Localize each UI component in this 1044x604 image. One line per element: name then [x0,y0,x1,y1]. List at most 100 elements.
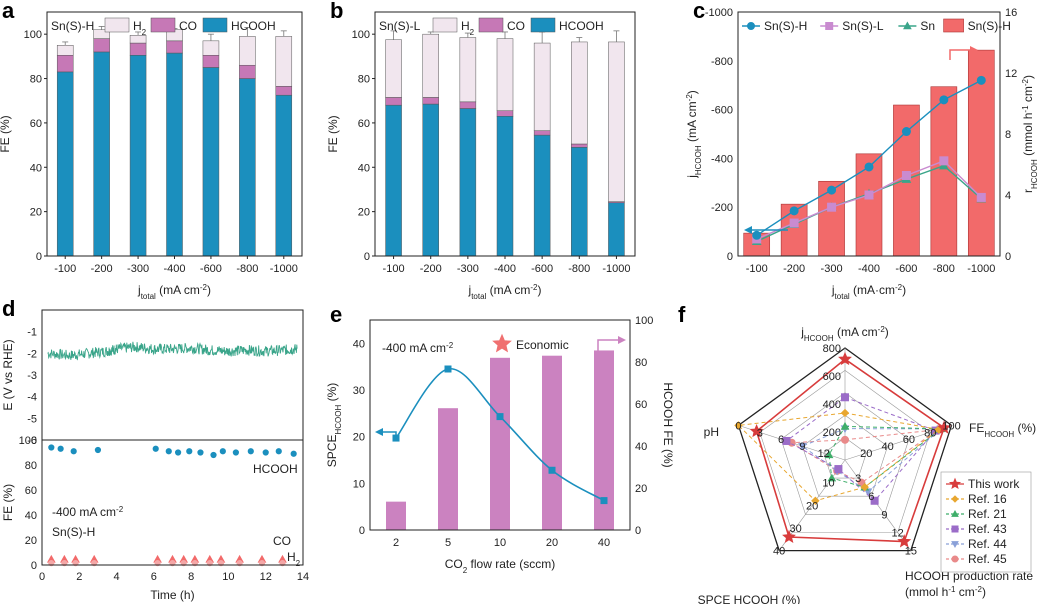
left-axis-arrow [382,431,397,439]
y-tick-label: 60 [25,485,37,497]
data-point [782,529,796,543]
y-tick-label: -1000 [705,7,733,19]
legend-label: H2 [461,19,475,37]
text-run: (mA·cm [850,283,895,297]
radar-tick-label: 20 [806,500,818,512]
legend-title: Sn(S)-L [379,19,421,33]
text-run: cm [1021,86,1035,105]
data-point [275,448,282,455]
potential-trace [47,341,298,361]
bar-hcooh [129,55,147,257]
y2-tick-label: 8 [1005,129,1011,141]
panel-c: -100 -200 -300 -400 -600 -800 -1000 0 -200 -400 -6… [685,7,1039,301]
data-point [976,192,986,202]
data-point [752,230,762,240]
legend-label: Ref. 43 [968,522,1007,536]
data-point [864,190,874,200]
sample-annotation: Sn(S)-H [52,525,95,539]
data-point [897,534,912,548]
data-point [827,202,837,212]
bar-hcooh [239,78,256,257]
bar-co [385,97,402,106]
x-tick-label: 2 [76,571,82,583]
bar-co [496,110,514,117]
text-run: ) [885,325,889,339]
radar-tick-label: 6 [868,491,874,503]
data-point [72,560,79,567]
y-tick-label: 20 [30,207,42,219]
data-point [219,448,226,455]
x-tick-label: -800 [568,263,590,275]
right-axis-arrow [597,339,618,356]
radar-series [737,412,940,502]
text-run: CO [445,557,463,571]
radar-tick-label: 200 [823,427,841,439]
data-point [811,496,820,505]
bar-h2 [571,41,588,145]
data-point [857,478,866,487]
radar-axis-title: (mmol h-1 cm-2) [905,585,986,600]
y2-axis-title: rHCOOH (mmol h-1 cm-2) [1021,75,1039,193]
radar-tick-label: 3 [757,427,763,439]
y-tick-label: -6 [27,435,37,447]
y2-tick-label: 100 [635,315,653,327]
y-tick-label: 100 [19,435,37,447]
x-tick-label: -300 [821,263,843,275]
bar-co [275,86,293,96]
x-tick-label: -600 [895,263,917,275]
bar-hcooh [571,147,588,257]
panel-label: a [2,0,15,23]
text-run: -2 [975,585,983,594]
bar-hcooh [533,134,551,257]
data-point [247,448,254,455]
radar-grid [802,414,888,497]
y-tick-label: 100 [24,29,42,41]
radar-tick-label: 100 [942,420,960,432]
bar-h2 [422,33,439,98]
bar-h2 [385,39,402,98]
radar-axis-title: pH [704,425,719,439]
bar-co [422,97,439,105]
y-tick-label: 40 [25,510,37,522]
radar-tick-label: 800 [823,343,841,355]
x-tick-label: -600 [200,263,222,275]
bar-hcooh [608,202,625,257]
legend-label: Ref. 44 [968,537,1007,551]
data-point [798,442,807,451]
x-tick-label: 6 [151,571,157,583]
data-point [70,448,77,455]
legend-label: Sn(S)-L [842,19,884,33]
x-tick-label: -800 [933,263,955,275]
data-point [169,560,176,567]
x-tick-label: -100 [383,263,405,275]
bar-h2 [459,37,477,103]
legend-label: CO [507,19,525,33]
text-run: HCOOH [804,334,834,343]
text-run: (mA cm [834,325,878,339]
x-tick-label: -1000 [270,263,298,275]
text-run: -2 [1021,78,1030,86]
text-run: -1 [1021,105,1030,113]
y-tick-label: 20 [25,535,37,547]
legend-label: HCOOH [231,19,276,33]
radar-tick-label: 15 [905,546,917,558]
radar-axis-title: HCOOH production rate [905,569,1033,583]
text-run: r [1021,189,1035,193]
x-tick-label: -100 [746,263,768,275]
y-tick-label: 100 [352,29,370,41]
legend-swatch [530,17,556,33]
text-run: FE (%) [1,484,15,521]
data-point [824,450,834,459]
text-run: j [831,283,835,297]
data-point [939,95,949,105]
radar-tick-label: 80 [924,427,936,439]
bar-co [56,55,74,73]
data-point [152,445,159,452]
bar-rate [930,86,958,257]
text-run: (mA cm [685,101,699,145]
bar-h2 [533,42,551,131]
y-tick-label: 0 [364,251,370,263]
legend-label: Ref. 21 [968,507,1007,521]
text-run: 2 [463,566,468,575]
y-tick-label: -4 [27,392,37,404]
